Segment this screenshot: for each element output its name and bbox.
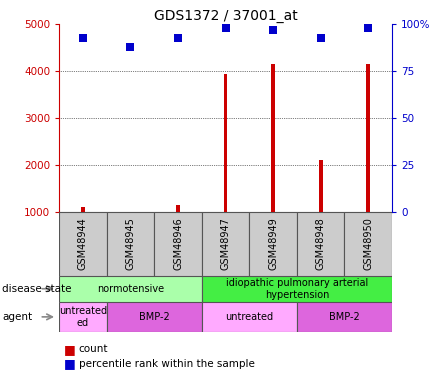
Text: GSM48950: GSM48950 [363,217,373,270]
FancyBboxPatch shape [59,302,107,332]
FancyBboxPatch shape [202,212,249,276]
FancyBboxPatch shape [107,212,154,276]
Bar [224,74,227,212]
Point [127,44,134,50]
FancyBboxPatch shape [297,212,344,276]
Bar [366,64,370,212]
Bar [81,207,85,212]
Text: GSM48948: GSM48948 [316,217,326,270]
Text: BMP-2: BMP-2 [139,312,170,322]
Text: agent: agent [2,312,32,322]
FancyBboxPatch shape [249,212,297,276]
Bar [271,64,275,212]
Text: idiopathic pulmonary arterial
hypertension: idiopathic pulmonary arterial hypertensi… [226,278,368,300]
Point [365,25,372,31]
FancyBboxPatch shape [107,302,202,332]
Text: normotensive: normotensive [97,284,164,294]
Text: GSM48949: GSM48949 [268,217,278,270]
FancyBboxPatch shape [59,276,202,302]
Text: untreated
ed: untreated ed [59,306,107,328]
Point [79,34,86,40]
FancyBboxPatch shape [202,276,392,302]
Point [270,27,277,33]
FancyBboxPatch shape [59,212,107,276]
Text: GSM48945: GSM48945 [125,217,135,270]
Bar [129,212,132,214]
FancyBboxPatch shape [154,212,202,276]
Point [222,25,229,31]
FancyBboxPatch shape [344,212,392,276]
FancyBboxPatch shape [202,302,297,332]
Bar [176,205,180,212]
Text: disease state: disease state [2,284,72,294]
Text: GSM48946: GSM48946 [173,217,183,270]
Text: count: count [79,345,108,354]
Text: GSM48944: GSM48944 [78,217,88,270]
Point [317,34,324,40]
Text: BMP-2: BMP-2 [329,312,360,322]
FancyBboxPatch shape [297,302,392,332]
Text: ■: ■ [64,343,75,356]
Text: untreated: untreated [225,312,273,322]
Bar [319,160,322,212]
Text: percentile rank within the sample: percentile rank within the sample [79,359,255,369]
Title: GDS1372 / 37001_at: GDS1372 / 37001_at [154,9,297,23]
Text: ■: ■ [64,357,75,370]
Point [174,34,181,40]
Text: GSM48947: GSM48947 [221,217,230,270]
